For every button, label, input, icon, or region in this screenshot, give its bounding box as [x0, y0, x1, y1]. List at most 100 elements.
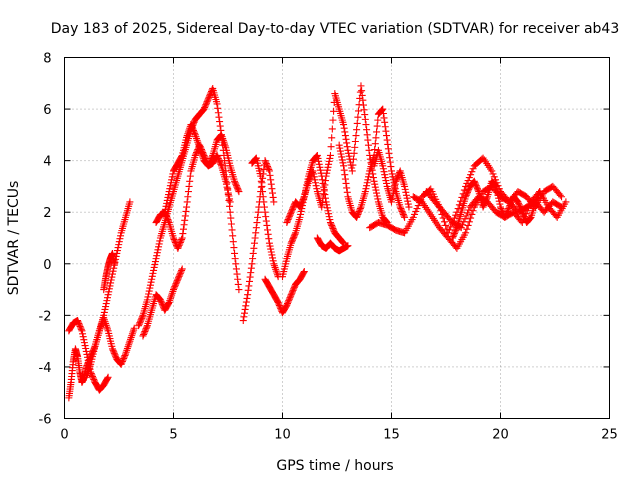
data-point [168, 289, 176, 297]
data-point [402, 191, 410, 199]
data-point [459, 221, 467, 229]
series-track-P [370, 146, 413, 211]
data-point [204, 95, 212, 103]
data-point [84, 356, 92, 364]
data-point [234, 186, 242, 194]
data-point [361, 111, 369, 119]
data-point [223, 183, 231, 191]
data-point [351, 143, 359, 151]
data-point [318, 203, 326, 211]
data-point [299, 196, 307, 204]
data-point [260, 203, 268, 211]
data-point [449, 233, 457, 241]
data-point [168, 173, 176, 181]
data-point [488, 167, 496, 175]
data-point [326, 151, 334, 159]
data-point [229, 238, 237, 246]
data-point [515, 201, 523, 209]
data-point [371, 146, 379, 154]
data-point [473, 183, 481, 191]
data-point [289, 235, 297, 243]
data-point [115, 238, 123, 246]
data-point [533, 193, 541, 201]
data-point [113, 247, 121, 255]
data-point [239, 317, 247, 325]
data-point [193, 135, 201, 143]
data-point [391, 180, 399, 188]
data-point [489, 170, 497, 178]
data-point [74, 318, 82, 326]
data-point [152, 255, 160, 263]
data-point [351, 137, 359, 145]
data-point [473, 185, 481, 193]
data-point [163, 199, 171, 207]
data-point [300, 268, 308, 276]
data-point [257, 183, 265, 191]
data-point [329, 224, 337, 232]
data-point [254, 213, 262, 221]
data-point [388, 195, 396, 203]
data-point [178, 265, 186, 273]
data-point [81, 342, 89, 350]
data-point [363, 179, 371, 187]
data-point [104, 291, 112, 299]
data-point [397, 206, 405, 214]
data-point [381, 123, 389, 131]
data-point [290, 233, 298, 241]
data-point [154, 246, 162, 254]
data-point [213, 100, 221, 108]
data-point [401, 182, 409, 190]
data-point [248, 260, 256, 268]
data-point [216, 118, 224, 126]
data-point [229, 232, 237, 240]
data-point [233, 183, 241, 191]
data-point [170, 286, 177, 294]
data-point [526, 215, 534, 223]
data-point [286, 211, 294, 219]
data-point [285, 213, 293, 221]
data-point [265, 235, 273, 243]
x-tick-label: 15 [383, 428, 400, 443]
data-point [245, 277, 253, 285]
data-point [483, 194, 491, 202]
data-point [383, 136, 391, 144]
data-point [110, 264, 118, 272]
chart-title: Day 183 of 2025, Sidereal Day-to-day VTE… [51, 21, 620, 37]
data-point [110, 348, 118, 356]
data-point [389, 192, 397, 200]
data-point [373, 192, 381, 200]
data-point [283, 300, 291, 308]
data-point [170, 235, 178, 243]
data-point [184, 188, 192, 196]
data-point [452, 227, 460, 235]
data-point [249, 249, 257, 257]
data-point [201, 104, 209, 112]
data-point [165, 217, 173, 225]
data-point [260, 198, 268, 206]
data-point [206, 90, 214, 98]
data-point [289, 204, 297, 212]
data-point [394, 173, 402, 181]
data-point [138, 313, 146, 321]
data-point [179, 225, 187, 233]
data-point [90, 375, 98, 383]
data-point [84, 353, 92, 361]
data-point [206, 159, 214, 167]
data-point [135, 320, 143, 328]
data-point [310, 170, 318, 178]
data-point [465, 174, 473, 182]
data-point [267, 176, 275, 184]
series-track-F [139, 265, 186, 340]
data-point [322, 198, 330, 206]
data-point [309, 167, 317, 175]
data-point [257, 177, 265, 185]
data-point [318, 176, 326, 184]
data-point [173, 277, 181, 285]
data-point [107, 279, 115, 287]
data-point [165, 191, 173, 199]
data-point [191, 129, 199, 137]
data-point [233, 270, 241, 278]
data-point [497, 203, 504, 211]
data-point [266, 171, 274, 179]
data-point [388, 167, 395, 175]
